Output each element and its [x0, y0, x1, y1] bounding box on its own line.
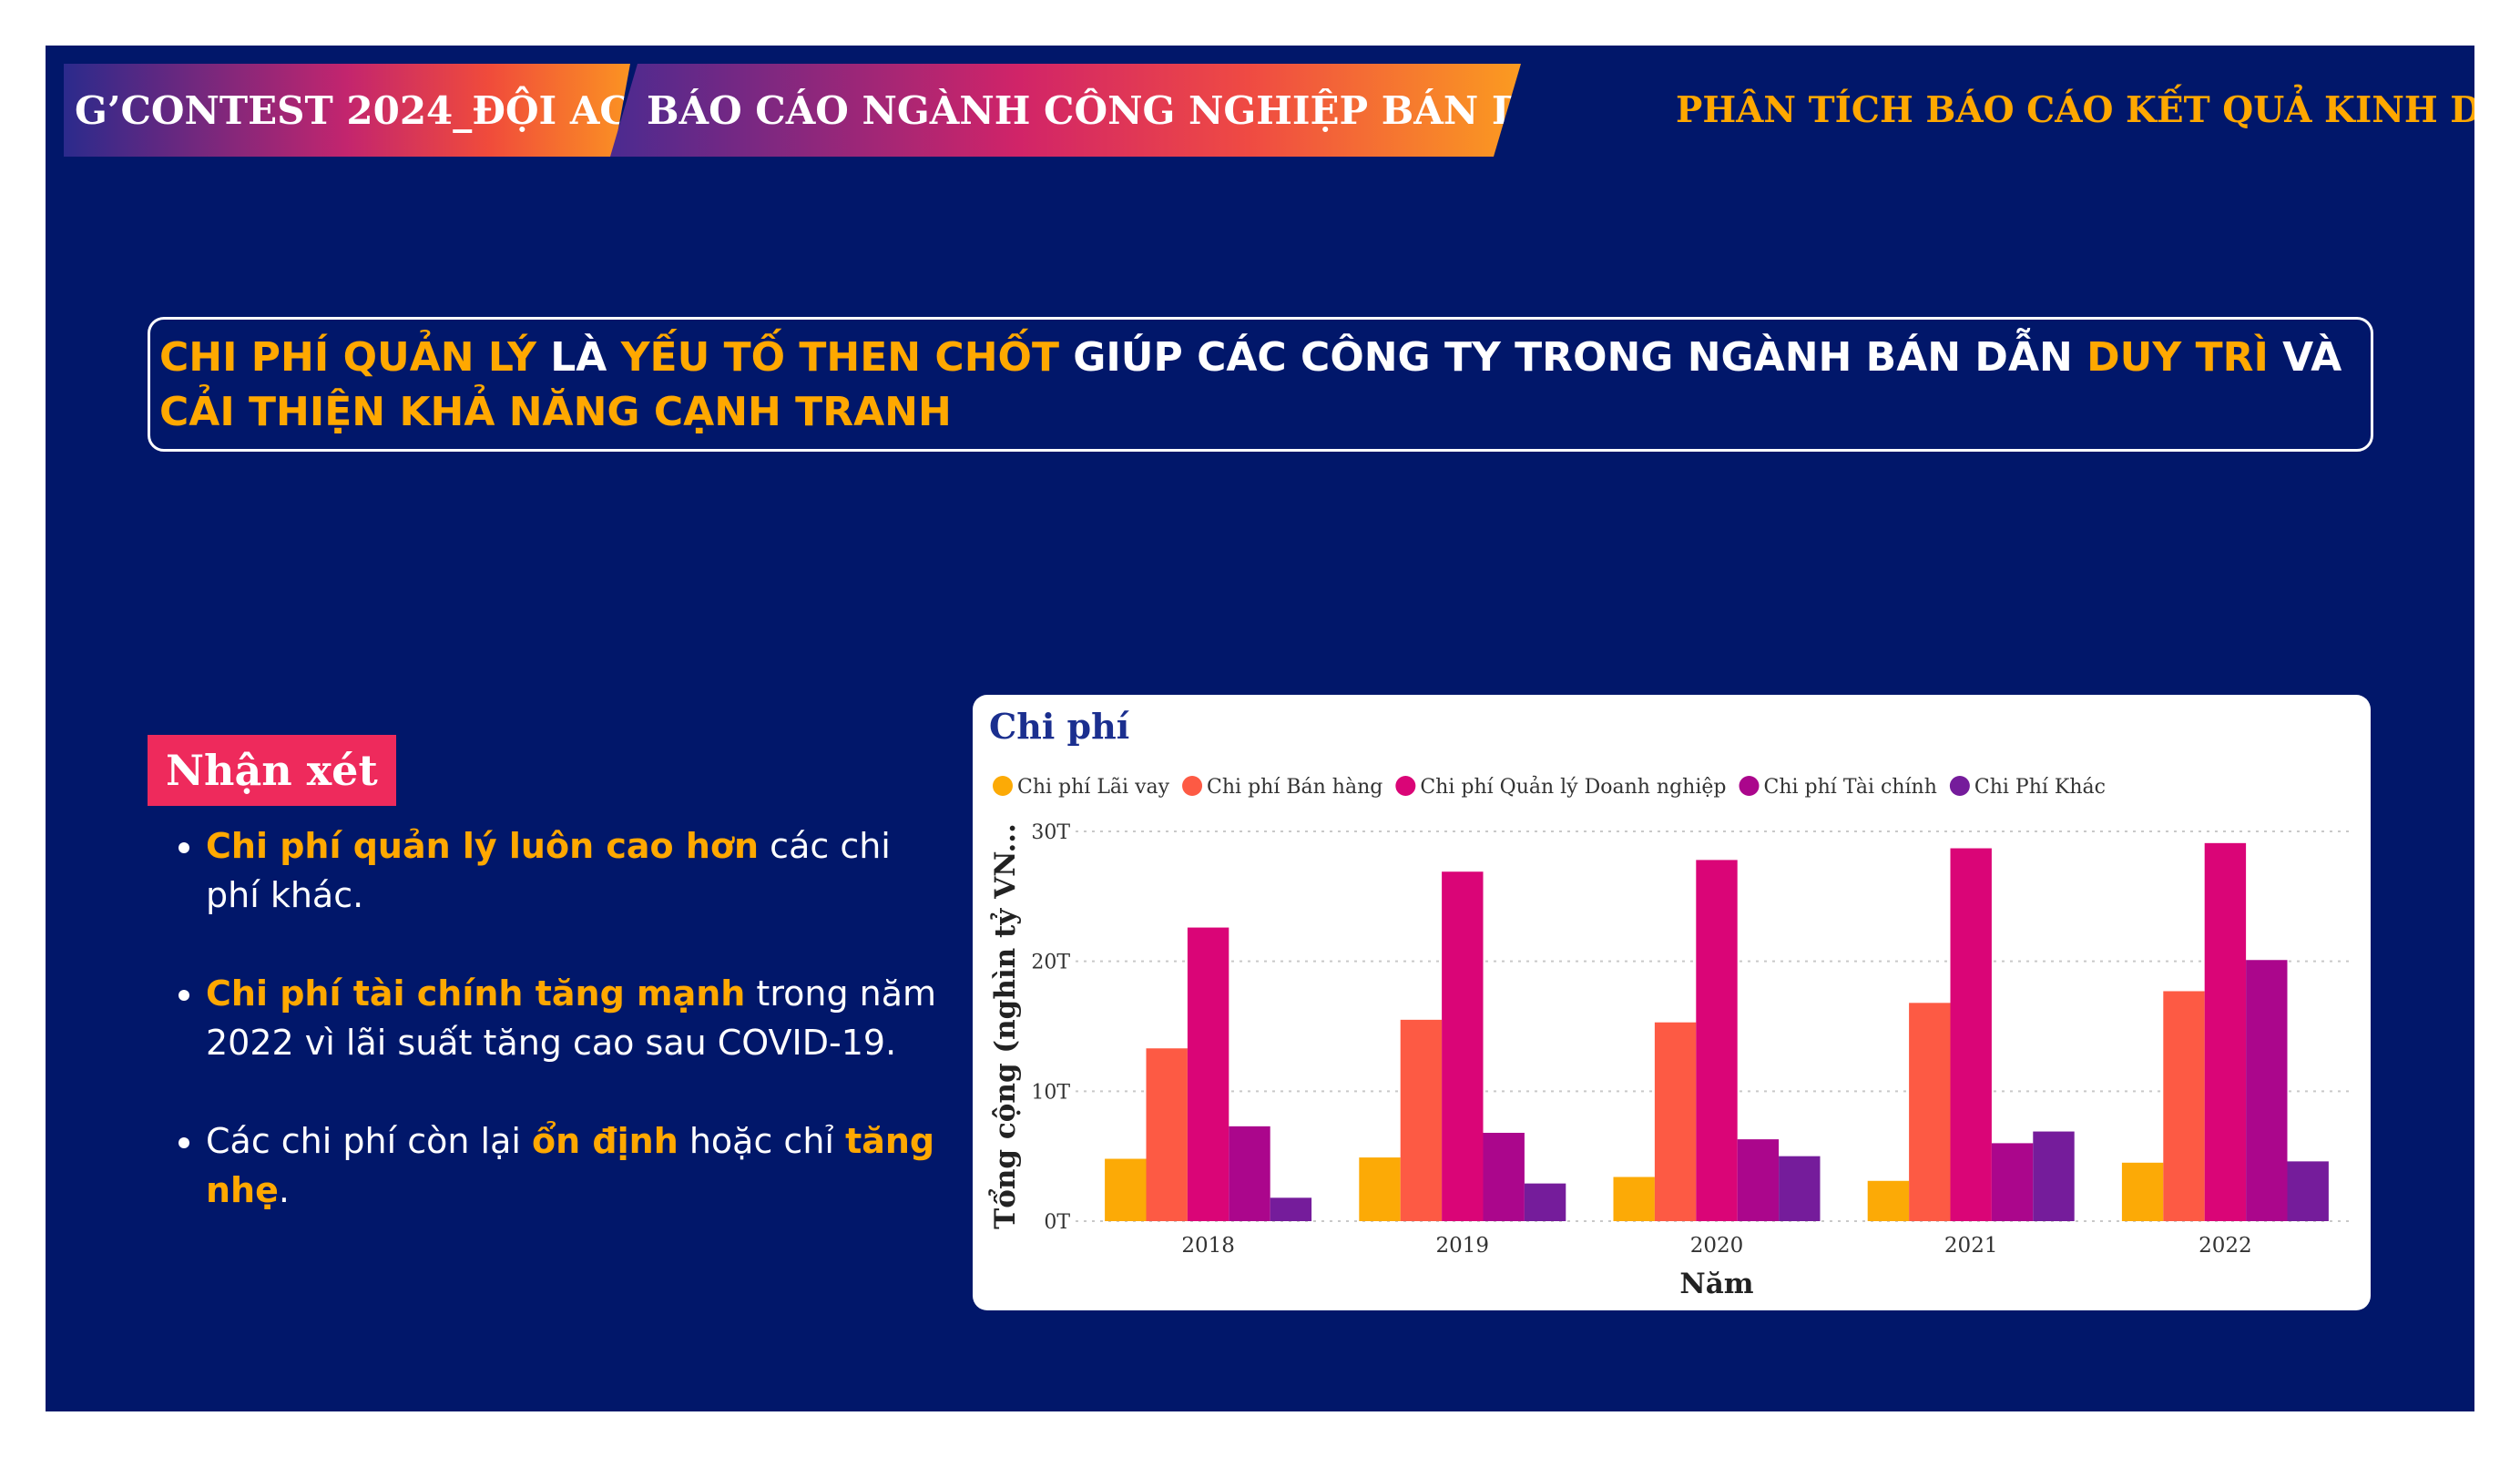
bar [2246, 960, 2288, 1221]
bar [1270, 1197, 1312, 1221]
bar [1867, 1180, 1910, 1221]
contest-tab: G’CONTEST 2024_ĐỘI AC [64, 64, 630, 157]
note-text: . [278, 1170, 290, 1210]
note-item: Chi phí tài chính tăng mạnh trong năm 20… [206, 969, 953, 1067]
legend-marker [993, 776, 1013, 796]
x-axis-ticks: 2018 2019 2020 2021 2022 [1181, 1234, 2251, 1258]
contest-tab-label: G’CONTEST 2024_ĐỘI AC [75, 87, 630, 133]
bar [1909, 1003, 1951, 1221]
legend-label: Chi phí Quản lý Doanh nghiệp [1420, 775, 1726, 799]
headline-part: CHI PHÍ QUẢN LÝ [159, 334, 536, 381]
bar [2163, 991, 2205, 1221]
headline-part: DUY TRÌ [2086, 334, 2269, 381]
report-title-tab: BÁO CÁO NGÀNH CÔNG NGHIỆP BÁN DẪN [610, 64, 1521, 157]
y-tick-label: 30T [1031, 821, 1070, 844]
bar [2033, 1131, 2075, 1221]
note-item: Chi phí quản lý luôn cao hơn các chi phí… [206, 821, 953, 920]
headline-part: CẢI THIỆN KHẢ NĂNG CẠNH TRANH [159, 389, 952, 435]
note-text: Các chi phí còn lại [206, 1121, 533, 1161]
chart-card: Chi phí Chi phí Lãi vay Chi phí Bán hàng C… [973, 695, 2371, 1310]
section-title-label: PHÂN TÍCH BÁO CÁO KẾT QUẢ KINH DOANH [1676, 89, 2474, 131]
chart-bars [1105, 842, 2329, 1221]
report-title-label: BÁO CÁO NGÀNH CÔNG NGHIỆP BÁN DẪN [647, 87, 1590, 133]
notes-title: Nhận xét [166, 746, 378, 795]
notes-title-badge: Nhận xét [148, 735, 396, 806]
legend-label: Chi phí Lãi vay [1017, 776, 1170, 799]
chart-legend: Chi phí Lãi vay Chi phí Bán hàng Chi phí Q… [993, 775, 2106, 799]
legend-marker [1182, 776, 1203, 796]
headline-part: LÀ [536, 334, 621, 381]
note-item: Các chi phí còn lại ổn định hoặc chỉ tăn… [206, 1116, 953, 1215]
bar [2287, 1161, 2329, 1221]
key-message-box: CHI PHÍ QUẢN LÝ LÀ YẾU TỐ THEN CHỐT GIÚP… [148, 317, 2373, 452]
note-highlight: ổn định [532, 1121, 678, 1161]
bar [2121, 1162, 2164, 1221]
x-tick-label: 2022 [2199, 1234, 2252, 1258]
x-tick-label: 2019 [1436, 1234, 1490, 1258]
bar [1187, 927, 1229, 1221]
headline-part: VÀ [2268, 334, 2342, 381]
notes-list: Chi phí quản lý luôn cao hơn các chi phí… [162, 821, 953, 1264]
bar [1400, 1019, 1443, 1221]
bar [1483, 1132, 1525, 1221]
bar [1442, 871, 1484, 1221]
note-text: hoặc chỉ [678, 1121, 846, 1161]
note-highlight: Chi phí quản lý luôn cao hơn [206, 826, 760, 866]
headline-part: GIÚP CÁC CÔNG TY TRONG NGÀNH BÁN DẪN [1058, 334, 2087, 381]
bar [1524, 1183, 1566, 1221]
bar [1613, 1177, 1655, 1221]
y-tick-label: 0T [1044, 1211, 1070, 1234]
x-tick-label: 2018 [1181, 1234, 1235, 1258]
bar [1105, 1158, 1147, 1221]
bar [1359, 1157, 1401, 1221]
note-text: trong năm 2022 vì lãi suất tăng cao sau … [206, 973, 937, 1063]
legend-label: Chi Phí Khác [1974, 776, 2106, 799]
x-tick-label: 2020 [1690, 1234, 1744, 1258]
bar [1229, 1126, 1270, 1221]
note-highlight: Chi phí tài chính tăng mạnh [206, 973, 746, 1014]
legend-marker [1395, 776, 1416, 796]
x-tick-label: 2021 [1944, 1234, 1998, 1258]
note-text: các chi phí khác. [206, 826, 891, 915]
legend-marker [1949, 776, 1970, 796]
bar [1779, 1156, 1821, 1221]
headline-part: YẾU TỐ THEN CHỐT [620, 334, 1059, 381]
legend-label: Chi phí Tài chính [1764, 776, 1937, 799]
bar [2204, 842, 2247, 1221]
slide: G’CONTEST 2024_ĐỘI AC BÁO CÁO NGÀNH CÔNG… [46, 46, 2474, 1411]
chart-title: Chi phí [989, 706, 1130, 747]
x-axis-label: Năm [1679, 1268, 1753, 1300]
bar [1146, 1048, 1188, 1221]
y-tick-label: 10T [1031, 1081, 1070, 1104]
note-highlight: tăng nhẹ [206, 1121, 935, 1210]
y-axis-ticks: 0T 10T 20T 30T [1031, 821, 1070, 1234]
expense-bar-chart: Chi phí Chi phí Lãi vay Chi phí Bán hàng C… [986, 706, 2352, 1300]
legend-label: Chi phí Bán hàng [1207, 776, 1382, 799]
bar [1950, 848, 1992, 1221]
bar [1696, 860, 1738, 1221]
bar [1991, 1143, 2034, 1221]
bar [1737, 1139, 1780, 1221]
y-axis-label: Tổng cộng (nghìn tỷ VN... [986, 823, 1022, 1229]
section-title: PHÂN TÍCH BÁO CÁO KẾT QUẢ KINH DOANH [1676, 64, 2474, 157]
legend-marker [1739, 776, 1760, 796]
y-tick-label: 20T [1031, 952, 1070, 974]
bar [1654, 1022, 1697, 1221]
